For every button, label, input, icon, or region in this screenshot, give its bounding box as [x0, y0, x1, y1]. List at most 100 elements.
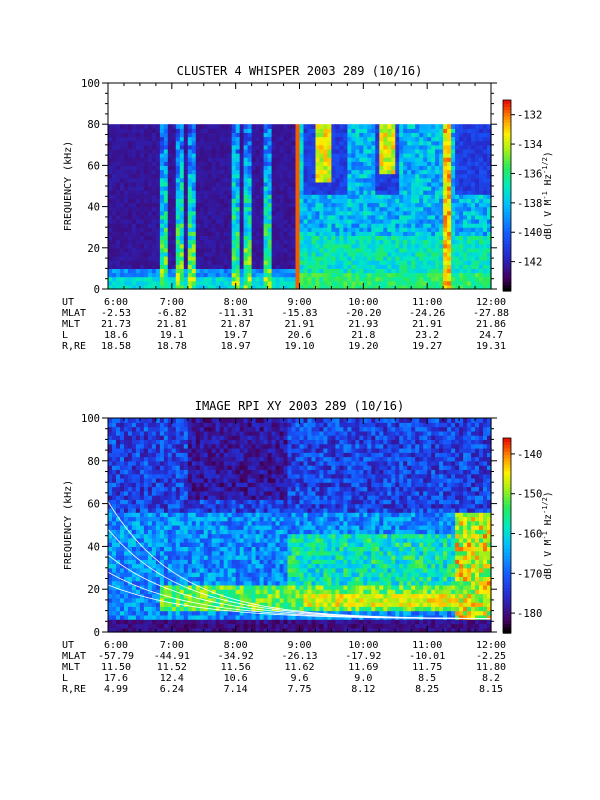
colorbar-swatch [503, 542, 511, 546]
colorbar-swatch [503, 473, 511, 478]
colorbar-swatch [503, 594, 511, 598]
colorbar-frame [502, 437, 512, 634]
colorbar-swatch [503, 163, 511, 168]
colorbar-swatch [503, 603, 511, 608]
colorbar-label-sup1: -1 [541, 531, 549, 539]
ephemeris-value: 18.58 [101, 341, 131, 352]
colorbar-swatch [503, 441, 511, 446]
panel-2-title: IMAGE RPI XY 2003 289 (10/16) [195, 399, 405, 413]
ephemeris-row-label: UT [62, 640, 74, 651]
ephemeris-value: 9.0 [354, 673, 372, 684]
colorbar-swatch [503, 243, 511, 248]
ephemeris-value: 11.56 [221, 662, 251, 673]
ephemeris-value: -44.91 [154, 651, 190, 662]
colorbar-swatch [503, 147, 511, 152]
ephemeris-row-label: MLAT [62, 651, 86, 662]
colorbar-swatch [503, 623, 511, 628]
colorbar-tick-label: -160 [517, 529, 542, 541]
ephemeris-value: 12:00 [476, 297, 506, 308]
colorbar-swatch [503, 460, 511, 465]
ephemeris-value: -27.88 [473, 308, 509, 319]
panel-2: IMAGE RPI XY 2003 289 (10/16) 0 20 40 60 80 10… [62, 399, 554, 695]
colorbar-swatch [503, 629, 511, 634]
ephemeris-row-label: L [62, 673, 68, 684]
y-tick-label: 40 [87, 541, 100, 553]
ephemeris-value: 24.7 [479, 330, 503, 341]
colorbar-swatch [503, 467, 511, 472]
colorbar-swatch [503, 626, 511, 631]
colorbar-label-base: dB( V M [543, 199, 554, 239]
colorbar-swatch [503, 173, 511, 177]
colorbar-swatch [503, 597, 511, 602]
colorbar-swatch [503, 227, 511, 232]
ephemeris-value: -15.83 [281, 308, 317, 319]
ephemeris-value: 10:00 [348, 640, 378, 651]
panel-1: CLUSTER 4 WHISPER 2003 289 (10/16) 0 20 40 6… [62, 64, 554, 352]
colorbar-swatch [503, 268, 511, 273]
ephemeris-value: 8.25 [415, 684, 439, 695]
colorbar-swatch [503, 189, 511, 193]
y-tick-label: 80 [87, 456, 100, 468]
colorbar-swatch [503, 138, 511, 142]
colorbar-swatch [503, 128, 511, 133]
colorbar-swatch [503, 157, 511, 162]
ephemeris-value: 8.15 [479, 684, 503, 695]
ephemeris-value: 19.1 [160, 330, 184, 341]
colorbar-swatch [503, 144, 511, 149]
ephemeris-value: -24.26 [409, 308, 445, 319]
ephemeris-value: -20.20 [345, 308, 381, 319]
colorbar-tick-label: -140 [517, 449, 542, 461]
colorbar-swatch [503, 610, 511, 615]
colorbar-swatch [503, 447, 511, 452]
colorbar-tick-label: -132 [517, 110, 542, 122]
colorbar-swatch [503, 620, 511, 624]
ephemeris-value: 17.6 [104, 673, 128, 684]
colorbar-swatch [503, 519, 511, 524]
colorbar-swatch [503, 182, 511, 187]
ephemeris-value: 11.69 [348, 662, 378, 673]
colorbar-2: -140 -150 -160 -170 -180 dB( V M-1 Hz-1/2) [502, 437, 554, 634]
y-tick-label: 100 [81, 78, 100, 90]
colorbar-label-sup1: -1 [541, 191, 549, 199]
colorbar-swatch [503, 103, 511, 107]
colorbar-swatch [503, 256, 511, 260]
y-tick-label: 20 [87, 243, 100, 255]
colorbar-swatch [503, 532, 511, 537]
colorbar-label-end: ) [543, 491, 554, 497]
ephemeris-value: 9:00 [287, 640, 311, 651]
colorbar-swatch [503, 607, 511, 611]
colorbar-swatch [503, 233, 511, 238]
colorbar-swatch [503, 506, 511, 511]
colorbar-swatch [503, 278, 511, 283]
ephemeris-value: 21.91 [284, 319, 314, 330]
ephemeris-value: -26.13 [281, 651, 317, 662]
colorbar-swatch [503, 444, 511, 449]
ephemeris-value: 4.99 [104, 684, 128, 695]
colorbar-swatch [503, 516, 511, 520]
ephemeris-value: 11.50 [101, 662, 131, 673]
colorbar-swatch [503, 224, 511, 228]
y-tick-label: 0 [94, 627, 100, 639]
colorbar-swatch [503, 590, 511, 595]
colorbar-swatch [503, 522, 511, 527]
colorbar-frame [502, 99, 512, 292]
colorbar-swatch [503, 584, 511, 589]
y-axis-label: FREQUENCY (kHz) [63, 480, 74, 570]
ephemeris-value: -2.25 [476, 651, 506, 662]
y-axis: 0 20 40 60 80 100 [81, 78, 497, 296]
panel-1-title: CLUSTER 4 WHISPER 2003 289 (10/16) [177, 64, 423, 78]
colorbar-swatch [503, 529, 511, 533]
cutoff-curve [107, 584, 491, 620]
colorbar-swatch [503, 551, 511, 556]
ephemeris-value: 18.97 [221, 341, 251, 352]
colorbar-swatch [503, 259, 511, 263]
ephemeris-value: -57.79 [98, 651, 134, 662]
colorbar-tick-label: -140 [517, 227, 542, 239]
ephemeris-row-label: MLT [62, 319, 80, 330]
colorbar-swatch [503, 115, 511, 120]
colorbar-swatch [503, 281, 511, 286]
colorbar-swatch [503, 512, 511, 517]
spectrogram-1 [108, 124, 492, 290]
ephemeris-value: 8.2 [482, 673, 500, 684]
colorbar-swatch [503, 131, 511, 136]
